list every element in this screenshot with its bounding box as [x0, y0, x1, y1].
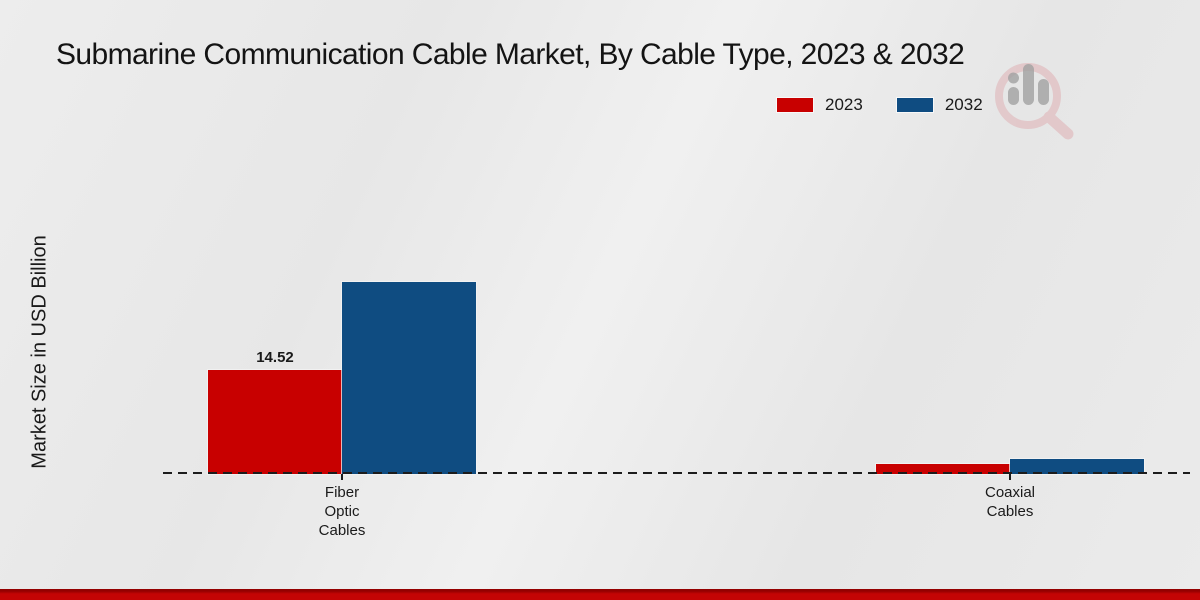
x-category-label-coaxial-cables: Coaxial Cables — [984, 484, 1036, 520]
legend: 2023 2032 — [777, 95, 983, 115]
chart-title: Submarine Communication Cable Market, By… — [56, 38, 965, 71]
bar-2032-coaxial-cables — [1010, 459, 1144, 474]
legend-label-2023: 2023 — [825, 95, 863, 114]
legend-item-2032: 2032 — [896, 95, 983, 115]
bar-2023-fiber-optic-cables — [208, 370, 342, 474]
x-tick-fiber-optic-cables — [341, 474, 343, 480]
bar-2023-coaxial-cables — [876, 464, 1010, 474]
legend-swatch-2023 — [777, 98, 813, 112]
legend-item-2023: 2023 — [777, 95, 863, 115]
y-axis-label: Market Size in USD Billion — [28, 235, 51, 469]
zero-baseline — [163, 472, 1190, 474]
x-tick-coaxial-cables — [1009, 474, 1011, 480]
x-category-label-fiber-optic-cables: Fiber Optic Cables — [318, 484, 366, 539]
legend-swatch-2032 — [896, 98, 933, 112]
value-label-2023-fiber-optic-cables: 14.52 — [256, 349, 294, 366]
magnifier-bar-chart-logo-icon — [995, 63, 1074, 140]
footer-accent-bar — [0, 589, 1200, 600]
bar-2032-fiber-optic-cables — [342, 282, 476, 474]
legend-label-2032: 2032 — [944, 95, 983, 114]
